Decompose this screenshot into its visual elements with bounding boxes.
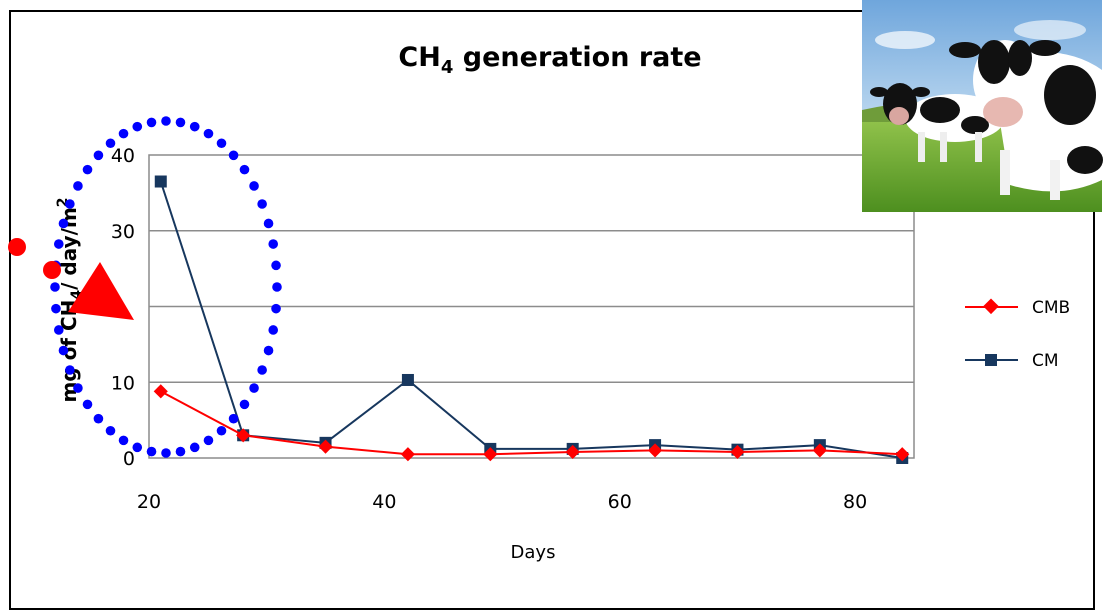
x-tick-label: 80 [843, 491, 867, 513]
data-point-cmb [812, 443, 827, 458]
x-tick-labels: 20 40 60 80 [137, 491, 867, 513]
ellipse-dot [146, 446, 157, 457]
y-tick-labels: 0 10 30 40 [111, 145, 135, 470]
data-point-cmb [565, 444, 580, 460]
ellipse-dot [216, 138, 227, 149]
ellipse-dot [93, 413, 104, 424]
ellipse-dot [132, 442, 143, 453]
legend-label-cm: CM [1032, 351, 1059, 371]
legend-label-cmb: CMB [1032, 298, 1070, 318]
x-tick-label: 60 [608, 491, 632, 513]
ellipse-dot [58, 218, 69, 229]
y-tick-label: 30 [111, 221, 135, 243]
ellipse-dot [271, 260, 281, 271]
legend-marker-cmb [983, 298, 999, 315]
ellipse-dot [175, 446, 186, 457]
ellipse-dot [263, 345, 274, 356]
red-triangle-marker [68, 262, 134, 320]
ellipse-dot [203, 435, 214, 446]
y-tick-label: 40 [111, 145, 135, 167]
ellipse-dot [105, 425, 116, 436]
ellipse-dot [268, 239, 279, 249]
ellipse-dot [65, 199, 75, 209]
series-layer [153, 175, 910, 464]
ellipse-dot [203, 128, 214, 139]
ellipse-dot [257, 365, 267, 375]
ellipse-dot [73, 383, 83, 393]
legend: CMB CM [965, 298, 1070, 371]
ellipse-dot [82, 399, 93, 410]
ellipse-dot [65, 365, 75, 375]
ellipse-dot [132, 121, 143, 132]
ellipse-dot [189, 121, 200, 132]
ellipse-dot [249, 383, 259, 393]
data-point-cmb [895, 447, 910, 462]
ellipse-dot [146, 117, 157, 128]
x-tick-label: 40 [372, 491, 396, 513]
ellipse-dot [82, 164, 93, 175]
ellipse-dot [58, 345, 69, 356]
data-point-cmb [236, 428, 251, 443]
legend-marker-cm [985, 354, 997, 366]
ellipse-dot [50, 282, 60, 292]
red-dot-marker [8, 238, 26, 256]
x-tick-label: 20 [137, 491, 161, 513]
gridlines [149, 230, 914, 383]
ellipse-dot [118, 435, 129, 446]
ellipse-dot [53, 239, 64, 249]
ellipse-dot [228, 413, 239, 424]
cows-in-field-photo [862, 0, 1103, 212]
ellipse-dot [271, 303, 281, 314]
x-axis-label: Days [511, 542, 556, 563]
data-point-cm [401, 373, 414, 386]
ellipse-dot [249, 181, 259, 191]
chart: CH4 generation rate 0 10 30 40 20 40 60 80 Day… [8, 0, 1103, 563]
ellipse-dot [272, 282, 282, 292]
series-line-cm [159, 181, 903, 459]
ellipse-dot [189, 442, 200, 453]
chart-title: CH4 generation rate [398, 42, 701, 78]
data-point-cmb [153, 384, 168, 399]
ellipse-dot [161, 448, 171, 458]
data-point-cmb [400, 447, 415, 462]
ellipse-dot [239, 399, 250, 410]
data-point-cmb [318, 439, 333, 454]
ellipse-dot [73, 181, 83, 191]
ellipse-dot [216, 425, 227, 436]
ellipse-dot [257, 199, 267, 209]
ellipse-dot [268, 325, 279, 335]
ellipse-dot [263, 218, 274, 229]
ellipse-dot [105, 138, 116, 149]
y-tick-label: 10 [111, 372, 135, 394]
ellipse-dot [53, 325, 64, 335]
ellipse-dot [118, 128, 129, 139]
y-tick-label: 0 [123, 448, 135, 470]
data-point-cm [154, 175, 167, 188]
red-dot-marker-2 [43, 261, 61, 279]
data-point-cmb [648, 443, 663, 458]
ellipse-dot [239, 164, 250, 175]
ellipse-dot [51, 303, 61, 314]
data-point-cmb [730, 444, 745, 460]
data-point-cmb [483, 447, 498, 462]
ellipse-dot [228, 150, 239, 161]
series-line-cmb [160, 390, 903, 456]
ellipse-dot [161, 116, 171, 126]
ellipse-dot [93, 150, 104, 161]
ellipse-dot [175, 117, 186, 128]
